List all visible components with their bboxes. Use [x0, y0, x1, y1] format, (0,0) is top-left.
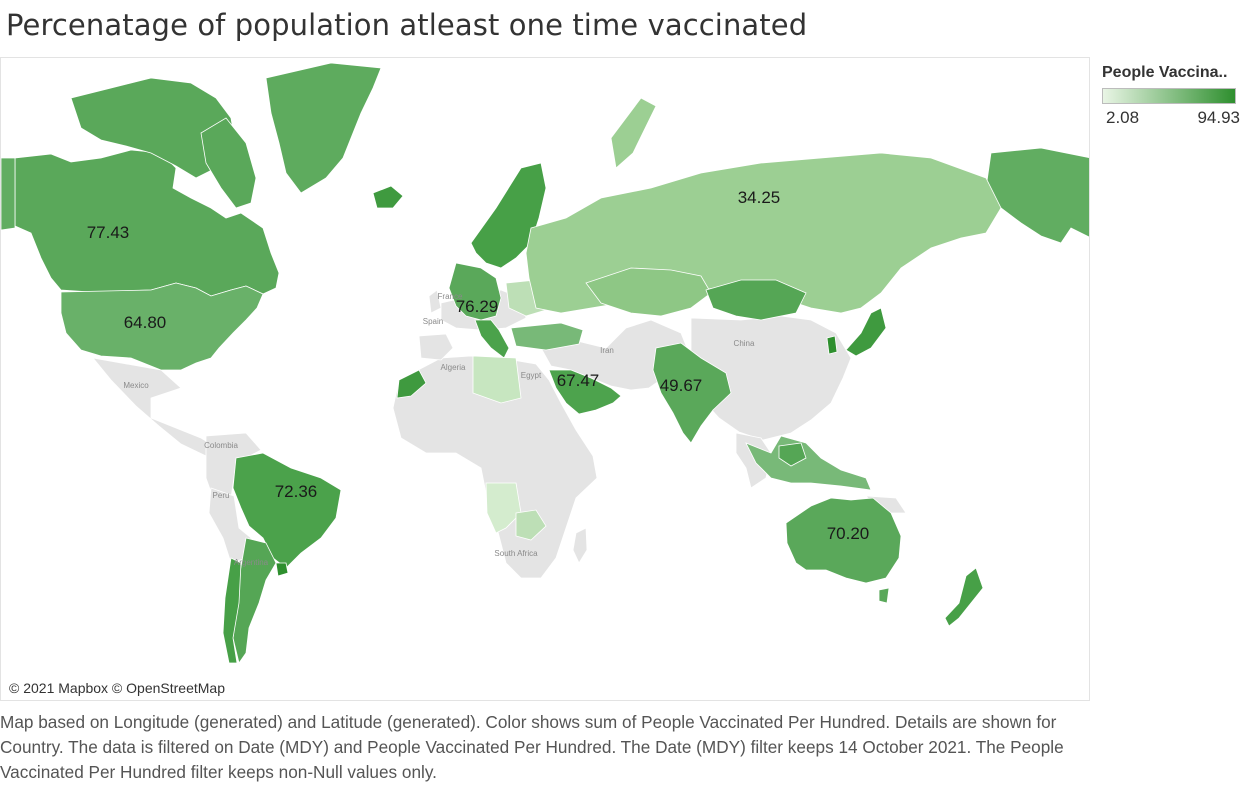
region-tasmania: [878, 587, 890, 604]
place-label-mexico: Mexico: [123, 381, 149, 390]
region-japan: [845, 307, 887, 357]
region-borneo: [778, 442, 807, 467]
value-label-united-states[interactable]: 64.80: [124, 313, 167, 332]
place-label-china: China: [734, 339, 755, 348]
region-alaska-west: [1, 157, 16, 231]
region-brazil: [232, 452, 342, 569]
region-turkey: [510, 322, 584, 351]
place-label-peru: Peru: [213, 491, 230, 500]
color-legend[interactable]: People Vaccina.. 2.08 94.93: [1102, 64, 1240, 127]
legend-title[interactable]: People Vaccina..: [1102, 64, 1228, 81]
region-mongolia: [705, 279, 807, 321]
map-caption: Map based on Longitude (generated) and L…: [0, 712, 1064, 782]
legend-gradient-bar: [1102, 88, 1236, 104]
value-label-russia[interactable]: 34.25: [738, 188, 781, 207]
region-libya: [472, 355, 522, 404]
value-label-canada[interactable]: 77.43: [87, 223, 130, 242]
region-morocco: [396, 369, 427, 399]
land-madagascar: [572, 527, 588, 564]
region-western-europe: [448, 262, 502, 321]
region-canada-baffin: [200, 117, 257, 209]
place-label-algeria: Algeria: [441, 363, 466, 372]
region-india: [652, 342, 732, 444]
region-alaska: [985, 147, 1089, 244]
region-saudi-arabia: [548, 369, 622, 415]
region-uruguay: [275, 562, 289, 577]
region-iceland: [372, 185, 404, 209]
land-uk: [428, 289, 442, 314]
value-label-italy[interactable]: 76.29: [456, 297, 499, 316]
place-label-spain: Spain: [423, 317, 443, 326]
place-label-argentina: Argentina: [234, 558, 269, 567]
value-label-saudi-arabia[interactable]: 67.47: [557, 371, 600, 390]
value-label-india[interactable]: 49.67: [660, 376, 703, 395]
place-label-iran: Iran: [600, 346, 614, 355]
place-label-france: France: [438, 292, 463, 301]
region-novaya-zemlya: [610, 97, 657, 169]
land-iberia: [418, 333, 454, 361]
map-canvas[interactable]: 77.43 64.80 76.29 67.47 49.67 34.25 72.36 70.20…: [1, 58, 1090, 701]
place-label-colombia: Colombia: [204, 441, 238, 450]
land-africa: [392, 355, 598, 579]
region-greenland: [265, 62, 382, 194]
region-southern-africa: [485, 482, 522, 534]
region-kazakhstan: [585, 267, 712, 317]
place-label-egypt: Egypt: [521, 371, 542, 380]
region-chile: [222, 557, 242, 664]
world-map[interactable]: 77.43 64.80 76.29 67.47 49.67 34.25 72.36 70.20…: [0, 57, 1090, 701]
region-usa: [60, 282, 264, 371]
legend-min-value: 2.08: [1106, 108, 1140, 127]
region-zimbabwe: [515, 509, 547, 541]
legend-max-value: 94.93: [1197, 108, 1240, 127]
region-australia: [785, 497, 902, 584]
region-southeast-asia: [745, 435, 872, 491]
value-label-australia[interactable]: 70.20: [827, 524, 870, 543]
region-italy: [474, 319, 510, 359]
map-attribution[interactable]: © 2021 Mapbox © OpenStreetMap: [9, 680, 225, 696]
region-south-korea: [826, 335, 838, 355]
region-new-zealand: [944, 567, 984, 627]
value-label-brazil[interactable]: 72.36: [275, 482, 318, 501]
land-indochina: [735, 432, 772, 489]
page-title: Percenatage of population atleast one ti…: [6, 8, 808, 42]
place-label-south-africa: South Africa: [494, 549, 538, 558]
